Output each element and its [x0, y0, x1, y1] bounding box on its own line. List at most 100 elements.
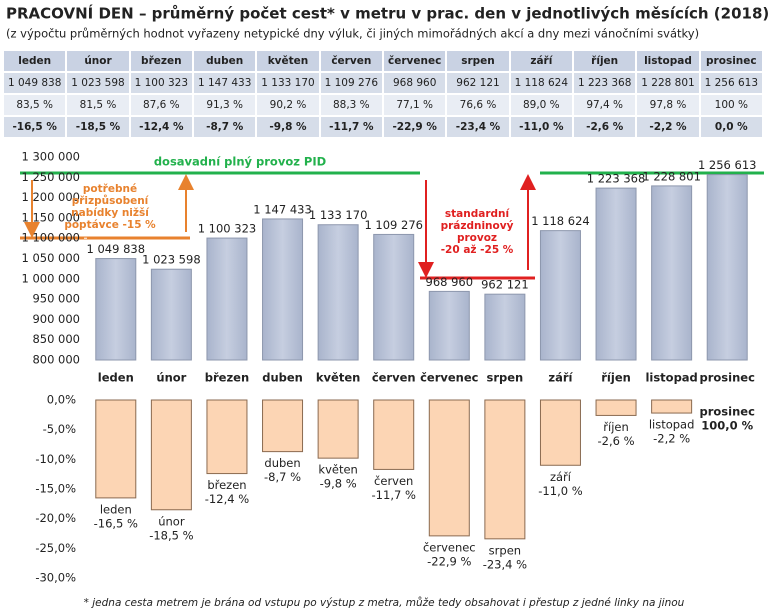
- bar: [539, 230, 581, 361]
- bar: [428, 290, 470, 361]
- annotation: dosavadní plný provoz PID: [154, 155, 326, 169]
- y-tick-label: 1 300 000: [21, 150, 80, 164]
- annotation: přizpůsobení: [72, 194, 150, 207]
- table-cell: 1 049 838: [4, 73, 66, 93]
- y-tick-label: -20,0%: [35, 511, 76, 525]
- bar: [595, 187, 637, 361]
- value-label: -11,0 %: [538, 484, 582, 498]
- annotation: provoz: [457, 232, 497, 244]
- table-cell: -2,6 %: [574, 117, 636, 137]
- x-tick-label: listopad: [649, 418, 695, 432]
- annotation: -20 až -25 %: [441, 244, 514, 256]
- table-cell: -8,7 %: [194, 117, 256, 137]
- table-cell: 91,3 %: [194, 95, 256, 115]
- y-tick-label: 1 250 000: [21, 170, 80, 184]
- table-cell: 1 223 368: [574, 73, 636, 93]
- y-tick-label: 850 000: [32, 332, 80, 346]
- bar: [651, 399, 693, 414]
- value-label: -23,4 %: [483, 557, 527, 571]
- y-tick-label: 1 000 000: [21, 271, 80, 285]
- table-cell: -23,4 %: [447, 117, 509, 137]
- value-label: 1 118 624: [531, 214, 590, 228]
- value-label: 968 960: [426, 275, 474, 289]
- table-cell: 1 147 433: [194, 73, 256, 93]
- y-tick-label: -5,0%: [43, 422, 76, 436]
- bar: [706, 174, 748, 361]
- y-tick-label: -10,0%: [35, 452, 76, 466]
- value-label: 962 121: [481, 278, 529, 292]
- x-tick-label: říjen: [603, 420, 628, 434]
- bar: [95, 399, 137, 499]
- x-tick-label: květen: [318, 463, 357, 477]
- value-label: -2,2 %: [653, 432, 690, 446]
- bar: [206, 237, 248, 361]
- table-cell: 1 133 170: [257, 73, 319, 93]
- table-cell: -16,5 %: [4, 117, 66, 137]
- value-label: 1 147 433: [253, 202, 312, 216]
- annotation: prázdninový: [441, 220, 514, 232]
- annotation: standardní: [445, 208, 511, 220]
- x-tick-label: duben: [262, 371, 303, 385]
- value-label: -8,7 %: [264, 470, 301, 484]
- y-tick-label: 950 000: [32, 292, 80, 306]
- table-cell: 1 023 598: [67, 73, 129, 93]
- footnote: * jedna cesta metrem je brána od vstupu …: [84, 597, 685, 609]
- x-tick-label: leden: [100, 502, 132, 516]
- table-cell: -2,2 %: [637, 117, 699, 137]
- value-label: 1 133 170: [309, 208, 368, 222]
- y-tick-label: 900 000: [32, 312, 80, 326]
- annotation: poptávce -15 %: [64, 219, 156, 231]
- bar: [651, 185, 693, 361]
- table-cell: březen: [130, 51, 192, 71]
- x-tick-label: listopad: [645, 371, 697, 385]
- bar: [95, 258, 137, 361]
- bar: [317, 399, 359, 459]
- table-cell: listopad: [637, 51, 699, 71]
- x-tick-label: srpen: [487, 371, 524, 385]
- x-tick-label: červenec: [423, 540, 476, 554]
- bar: [262, 218, 304, 361]
- x-tick-label: červenec: [420, 371, 479, 385]
- value-label: 1 256 613: [698, 158, 757, 172]
- table-cell: 76,6 %: [447, 95, 509, 115]
- y-tick-label: -25,0%: [35, 541, 76, 555]
- table-cell: 97,8 %: [637, 95, 699, 115]
- table-cell: srpen: [447, 51, 509, 71]
- table-cell: -18,5 %: [67, 117, 129, 137]
- y-tick-label: 800 000: [32, 353, 80, 367]
- table-cell: prosinec: [700, 51, 762, 71]
- x-tick-label: červen: [374, 474, 413, 488]
- value-label: 1 023 598: [142, 253, 201, 267]
- table-cell: 90,2 %: [257, 95, 319, 115]
- table-cell: 81,5 %: [67, 95, 129, 115]
- x-tick-label: květen: [316, 371, 360, 385]
- value-label: 1 049 838: [87, 242, 146, 256]
- y-tick-label: 1 050 000: [21, 251, 80, 265]
- value-label: -16,5 %: [94, 516, 138, 530]
- y-tick-label: 0,0%: [47, 393, 76, 407]
- bar: [150, 399, 192, 511]
- table-cell: 962 121: [447, 73, 509, 93]
- table-cell: 0,0 %: [700, 117, 762, 137]
- x-tick-label: duben: [264, 456, 300, 470]
- bar: [206, 399, 248, 475]
- table-cell: -11,7 %: [320, 117, 382, 137]
- table-cell: 77,1 %: [384, 95, 446, 115]
- value-label: -2,6 %: [598, 434, 635, 448]
- value-label: -11,7 %: [372, 488, 416, 502]
- table-cell: červen: [320, 51, 382, 71]
- x-tick-label: březen: [207, 478, 246, 492]
- annotation: potřebné: [83, 183, 137, 195]
- table-cell: 1 100 323: [130, 73, 192, 93]
- x-tick-label: březen: [205, 371, 249, 385]
- bar: [595, 399, 637, 416]
- subtitle: (z výpočtu průměrných hodnot vyřazeny ne…: [6, 27, 699, 41]
- table-cell: -22,9 %: [384, 117, 446, 137]
- table-cell: 1 256 613: [700, 73, 762, 93]
- table-cell: leden: [4, 51, 66, 71]
- x-tick-label: prosinec: [700, 405, 756, 419]
- table-cell: 1 109 276: [320, 73, 382, 93]
- table-cell: 88,3 %: [320, 95, 382, 115]
- table-cell: 89,0 %: [510, 95, 572, 115]
- table-cell: 87,6 %: [130, 95, 192, 115]
